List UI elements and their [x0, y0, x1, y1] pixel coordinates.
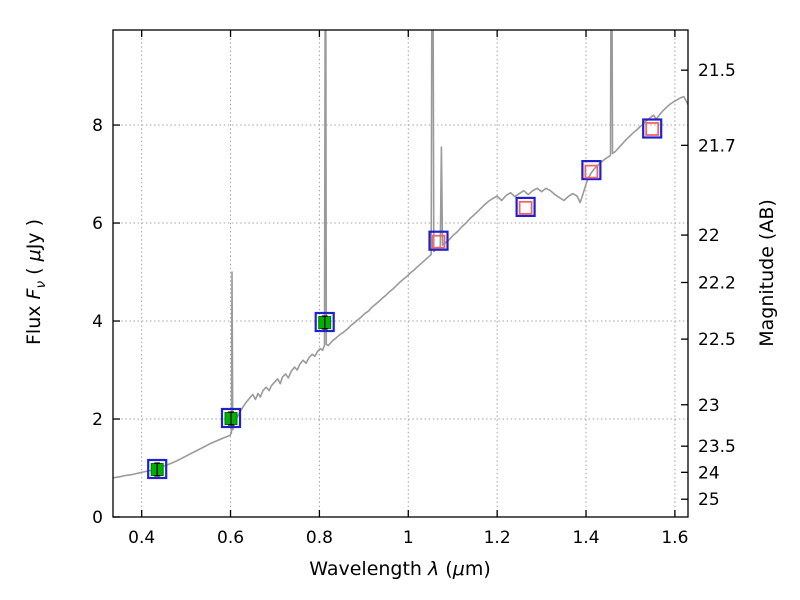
x-tick-label: 0.4 [128, 528, 155, 548]
y-tick-label-right: 25 [698, 490, 720, 510]
marker-blue-squares [428, 230, 449, 251]
x-tick-label: 1 [403, 528, 414, 548]
y-tick-label-right: 23 [698, 396, 720, 416]
y-tick-label-right: 22.5 [698, 330, 736, 350]
y-tick-label-left: 8 [92, 116, 103, 136]
marker-blue-squares [515, 196, 536, 217]
x-tick-label: 0.6 [217, 528, 244, 548]
series-red-squares [431, 122, 660, 249]
x-axis-label: Wavelength λ (μm) [309, 558, 491, 580]
marker-blue-squares [147, 458, 168, 480]
y-tick-label-left: 2 [92, 410, 103, 430]
grid [113, 30, 688, 517]
marker-red-squares [431, 234, 446, 249]
x-tick-label: 0.8 [306, 528, 333, 548]
tick-labels: 0.4 0.6 0.8 1 1.2 1.4 1.60246821.521.72222.222… [92, 61, 736, 548]
marker-blue-squares [220, 407, 242, 429]
x-tick-label: 1.2 [484, 528, 511, 548]
marker-blue-squares [581, 160, 602, 181]
y-tick-label-left: 4 [92, 312, 103, 332]
y-axis-label-magnitude: Magnitude (AB) [756, 199, 778, 347]
y-tick-label-right: 24 [698, 463, 720, 483]
x-tick-label: 1.4 [572, 528, 599, 548]
y-axis-label-flux: Flux Fν ( μJy ) [23, 218, 49, 346]
marker-red-squares [645, 122, 660, 136]
marker-red-squares [584, 164, 599, 179]
y-tick-label-right: 22.2 [698, 274, 736, 294]
plot-frame [112, 29, 689, 518]
y-tick-label-right: 22 [698, 226, 720, 246]
marker-blue-squares [314, 311, 335, 333]
marker-blue-squares [642, 118, 663, 139]
marker-red-squares [518, 200, 533, 215]
series-blue-squares [147, 118, 663, 480]
y-tick-label-left: 0 [92, 508, 103, 528]
y-tick-label-left: 6 [92, 214, 103, 234]
spectrum-line [113, 30, 688, 479]
ticks [113, 30, 688, 518]
x-tick-label: 1.6 [661, 528, 688, 548]
series-green-squares [150, 315, 332, 477]
y-tick-label-right: 21.7 [698, 136, 736, 156]
y-tick-label-right: 23.5 [698, 437, 736, 457]
y-tick-label-right: 21.5 [698, 61, 736, 81]
